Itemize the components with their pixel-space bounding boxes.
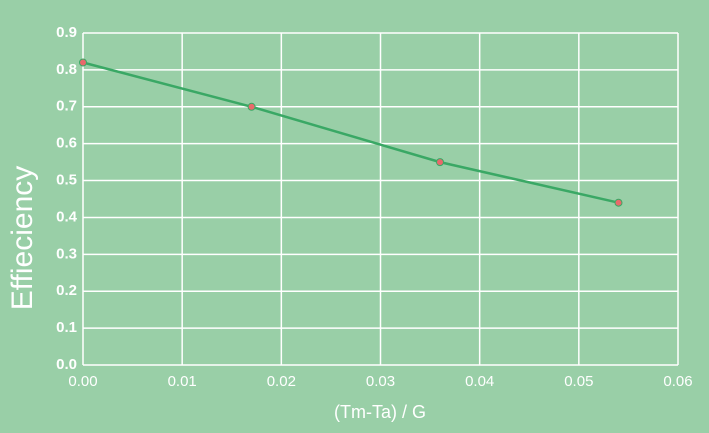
y-tick-label: 0.1 bbox=[56, 319, 77, 336]
x-axis-label: (Tm-Ta) / G bbox=[334, 402, 426, 422]
x-tick-label: 0.01 bbox=[168, 373, 197, 390]
x-tick-label: 0.04 bbox=[465, 373, 494, 390]
y-tick-label: 0.7 bbox=[56, 98, 77, 115]
y-tick-label: 0.6 bbox=[56, 135, 77, 152]
y-tick-label: 0.5 bbox=[56, 172, 77, 189]
y-tick-label: 0.3 bbox=[56, 245, 77, 262]
x-tick-label: 0.02 bbox=[267, 373, 296, 390]
x-tick-label: 0.03 bbox=[366, 373, 395, 390]
y-tick-label: 0.9 bbox=[56, 24, 77, 41]
y-tick-label: 0.0 bbox=[56, 356, 77, 373]
y-axis-label: Effieciency bbox=[6, 166, 39, 311]
data-point bbox=[436, 158, 444, 167]
data-point bbox=[614, 198, 623, 207]
y-tick-label: 0.2 bbox=[56, 282, 77, 299]
y-tick-label: 0.4 bbox=[56, 208, 78, 225]
y-tick-label: 0.8 bbox=[56, 61, 77, 78]
x-tick-label: 0.00 bbox=[68, 373, 97, 390]
x-tick-label: 0.05 bbox=[564, 373, 593, 390]
x-tick-label: 0.06 bbox=[663, 373, 692, 390]
data-line bbox=[82, 61, 619, 204]
data-point bbox=[79, 58, 87, 67]
data-point bbox=[247, 102, 256, 111]
